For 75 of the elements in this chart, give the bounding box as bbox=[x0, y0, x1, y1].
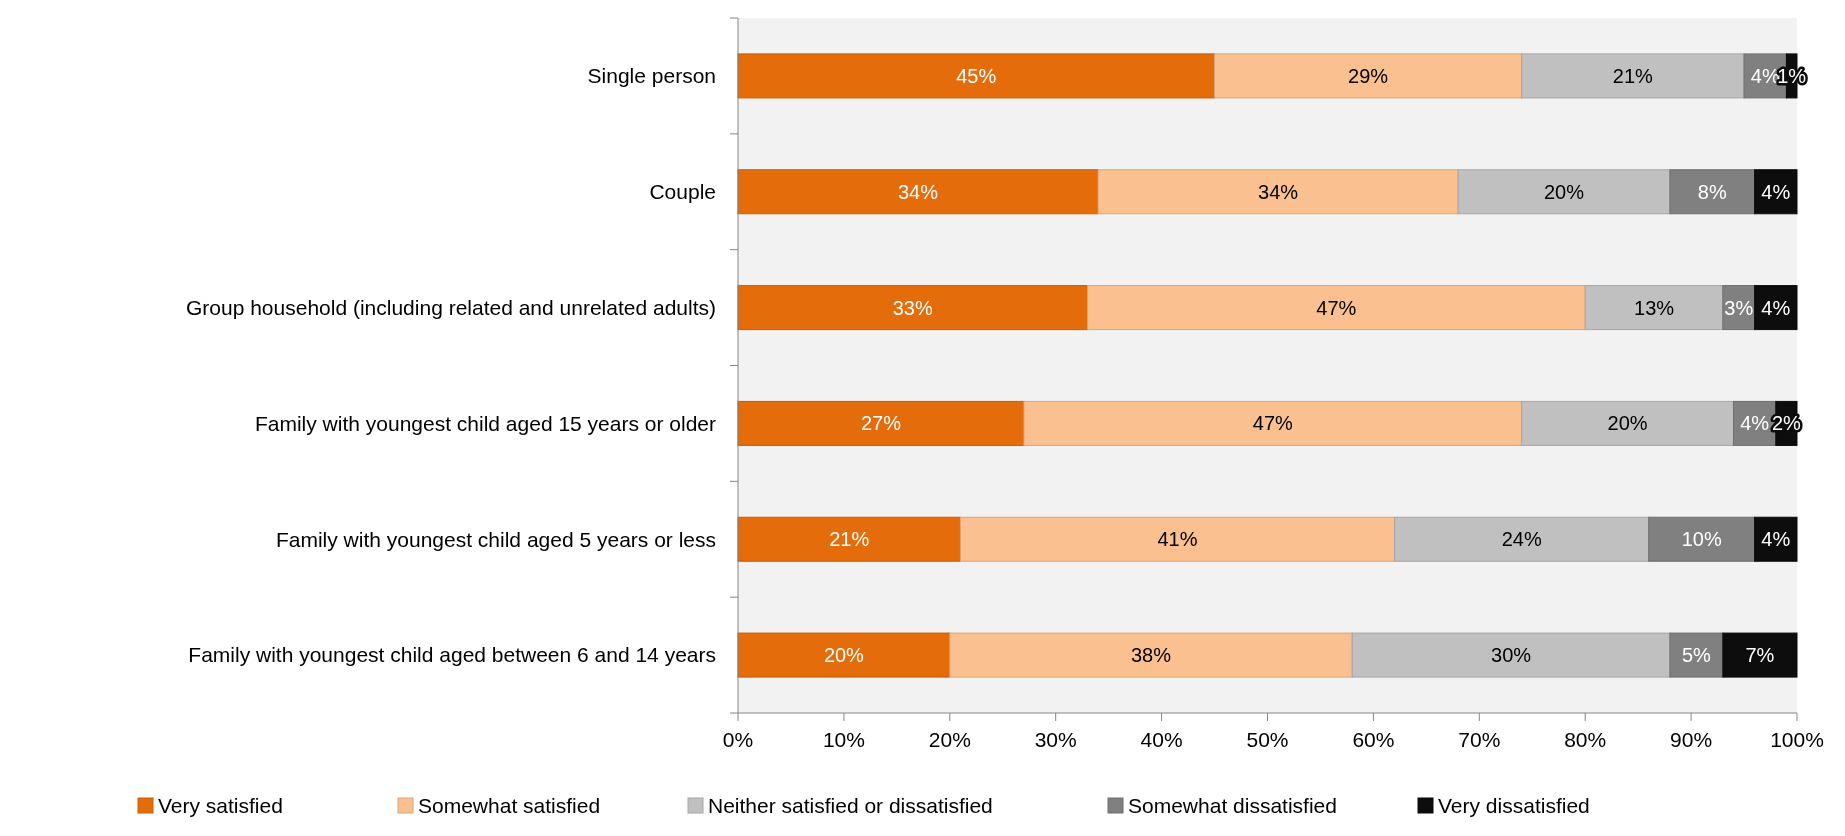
x-tick-label: 100% bbox=[1770, 728, 1824, 751]
bar bbox=[1669, 632, 1724, 678]
bar bbox=[1023, 400, 1523, 446]
data-label: 21% bbox=[1612, 64, 1654, 87]
y-tick-label: Group household (including related and unrelated adults) bbox=[185, 295, 716, 319]
x-tick-label: 40% bbox=[1140, 728, 1183, 751]
bar bbox=[1214, 53, 1523, 99]
legend-label: Neither satisfied or dissatisfied bbox=[708, 794, 993, 818]
y-tick-label: Family with youngest child aged 15 years or older bbox=[254, 411, 716, 435]
data-label: 24% bbox=[1501, 528, 1542, 551]
y-tick-label: Couple bbox=[649, 180, 716, 204]
legend-label: Somewhat satisfied bbox=[418, 794, 601, 818]
data-label: 38% bbox=[1130, 644, 1172, 667]
data-label: 27% bbox=[860, 412, 902, 435]
data-label: 10% bbox=[1681, 528, 1722, 551]
data-label: 45% bbox=[956, 64, 997, 87]
data-label: 29% bbox=[1348, 64, 1389, 87]
data-label: 7% bbox=[1745, 644, 1775, 667]
bar bbox=[1097, 169, 1459, 215]
data-label: 5% bbox=[1681, 644, 1712, 667]
data-label: 20% bbox=[1607, 412, 1648, 435]
data-label: 8% bbox=[1697, 180, 1727, 203]
bar bbox=[1754, 285, 1798, 331]
bar bbox=[1669, 169, 1756, 215]
bar bbox=[1521, 53, 1745, 99]
data-label: 4% bbox=[1750, 64, 1780, 87]
data-label: 41% bbox=[1157, 528, 1198, 551]
bar bbox=[737, 169, 1099, 215]
x-tick-label: 50% bbox=[1246, 728, 1289, 751]
legend-label: Somewhat dissatisfied bbox=[1128, 794, 1337, 818]
legend-label: Very dissatisfied bbox=[1438, 794, 1590, 818]
x-tick-label: 30% bbox=[1034, 728, 1077, 751]
bar bbox=[1584, 285, 1724, 331]
data-label: 3% bbox=[1724, 296, 1754, 319]
bar bbox=[1754, 169, 1798, 215]
bar bbox=[737, 285, 1088, 331]
data-label: 30% bbox=[1491, 644, 1532, 667]
data-label: 4% bbox=[1740, 412, 1770, 435]
x-tick-label: 90% bbox=[1670, 728, 1713, 751]
data-label: 4% bbox=[1761, 296, 1791, 319]
bar bbox=[737, 516, 961, 562]
data-label: 47% bbox=[1316, 296, 1357, 319]
bar bbox=[1457, 169, 1671, 215]
data-label: 21% bbox=[829, 528, 870, 551]
data-label: 20% bbox=[1544, 180, 1585, 203]
bar bbox=[737, 53, 1216, 99]
y-tick-label: Family with youngest child aged 5 years or less bbox=[275, 527, 716, 551]
bar bbox=[737, 400, 1025, 446]
x-tick-label: 70% bbox=[1458, 728, 1501, 751]
bar bbox=[1351, 632, 1671, 678]
x-tick-label: 80% bbox=[1564, 728, 1607, 751]
data-label: 4% bbox=[1761, 528, 1791, 551]
data-label: 47% bbox=[1252, 412, 1294, 435]
bar bbox=[949, 632, 1353, 678]
y-tick-label: Family with youngest child aged between 6 and 14 years bbox=[188, 643, 716, 667]
y-tick-label: Single person bbox=[587, 64, 716, 88]
x-tick-label: 0% bbox=[722, 728, 754, 751]
data-label: 33% bbox=[892, 296, 933, 319]
x-tick-label: 20% bbox=[928, 728, 971, 751]
bar bbox=[1722, 632, 1798, 678]
data-label: 4% bbox=[1761, 180, 1791, 203]
legend-label: Very satisfied bbox=[158, 794, 283, 818]
data-label: 34% bbox=[898, 180, 939, 203]
data-label: 34% bbox=[1258, 180, 1299, 203]
bar bbox=[1394, 516, 1650, 562]
bar bbox=[1754, 516, 1798, 562]
bar bbox=[1521, 400, 1734, 446]
bar bbox=[737, 632, 951, 678]
bar bbox=[959, 516, 1396, 562]
data-label: 13% bbox=[1634, 296, 1675, 319]
data-label: 20% bbox=[823, 644, 865, 667]
bar bbox=[1086, 285, 1586, 331]
x-tick-label: 10% bbox=[822, 728, 865, 751]
bar bbox=[1648, 516, 1756, 562]
x-tick-label: 60% bbox=[1352, 728, 1395, 751]
